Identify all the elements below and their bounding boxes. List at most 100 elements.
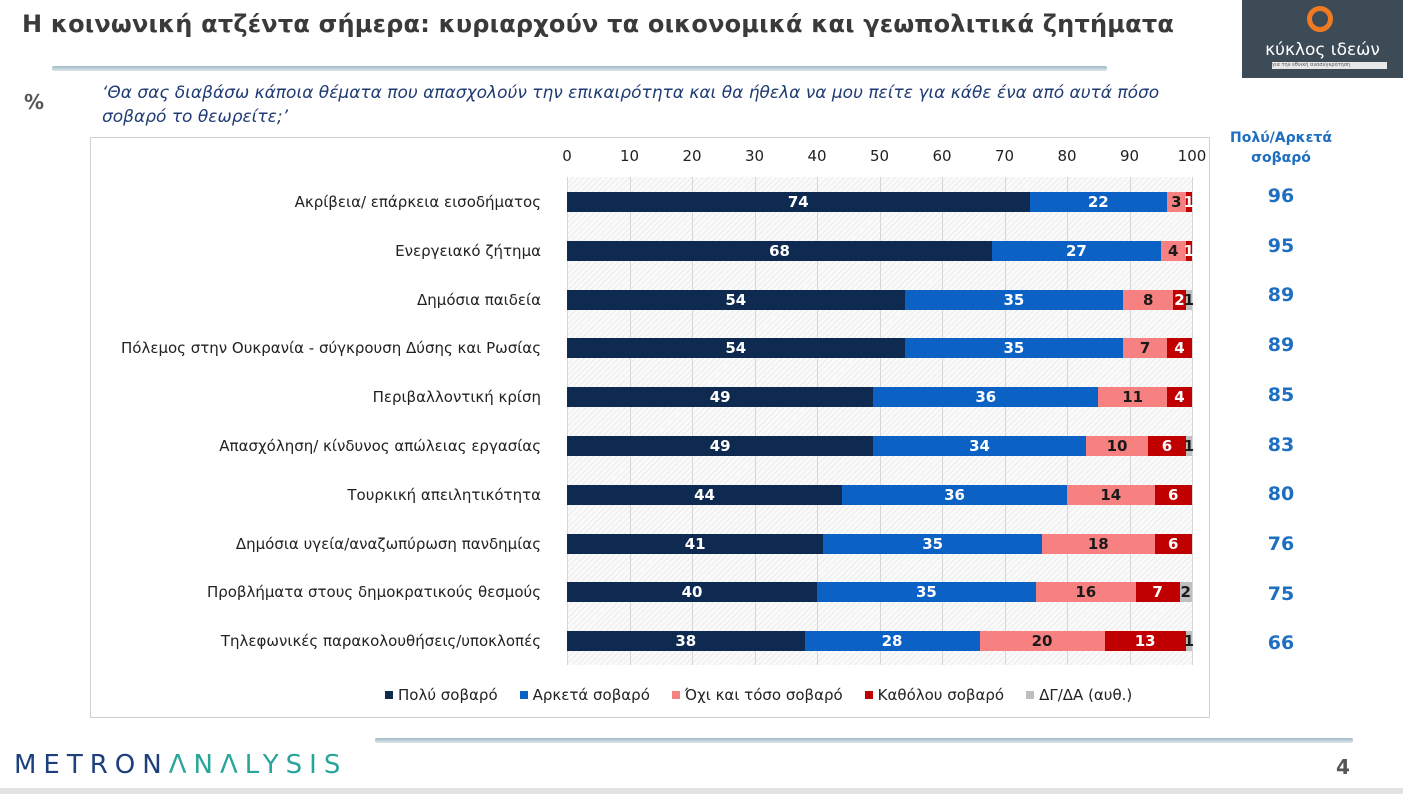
bar-segment: 35 — [817, 582, 1036, 603]
bar-segment: 16 — [1035, 582, 1136, 603]
bar-segment: 3 — [1167, 192, 1186, 212]
gridline — [754, 177, 756, 665]
gridline — [942, 177, 943, 665]
total-serious-value: 89 — [1267, 284, 1295, 307]
bar-segment: 49 — [567, 387, 874, 408]
bar-segment: 36 — [842, 484, 1067, 505]
bar-segment: 41 — [567, 533, 824, 554]
bar-segment: 34 — [873, 436, 1086, 456]
bar-segment: 1 — [1183, 240, 1195, 261]
category-label: Δημόσια υγεία/αναζωπύρωση πανδημίας — [235, 534, 541, 553]
legend-label: Πολύ σοβαρό — [398, 686, 498, 704]
page-title: Η κοινωνική ατζέντα σήμερα: κυριαρχούν τ… — [22, 10, 1175, 38]
gridline — [1067, 177, 1068, 665]
unit-label: % — [24, 90, 45, 114]
x-tick-label: 0 — [562, 147, 572, 165]
legend-swatch — [519, 691, 528, 699]
gridline — [879, 177, 881, 665]
bar-segment: 35 — [904, 338, 1124, 359]
bar-segment: 1 — [1183, 631, 1195, 652]
footer-divider — [375, 738, 1353, 743]
gridline — [817, 177, 818, 665]
bar-segment: 13 — [1104, 631, 1186, 652]
logo-ring-icon — [1307, 6, 1333, 32]
bar-segment: 38 — [567, 631, 805, 652]
bar-segment: 1 — [1183, 289, 1195, 310]
gridline — [1192, 177, 1193, 665]
legend-item: Καθόλου σοβαρό — [864, 686, 1005, 704]
bar-segment: 49 — [567, 436, 874, 456]
bar-segment: 36 — [873, 387, 1099, 408]
bar-segment: 27 — [992, 240, 1161, 261]
page-number: 4 — [1336, 755, 1350, 779]
bar-segment: 14 — [1067, 484, 1155, 505]
category-label: Ενεργειακό ζήτημα — [395, 241, 541, 260]
x-tick-label: 20 — [682, 147, 702, 165]
x-tick-label: 70 — [994, 147, 1015, 165]
bar-segment: 54 — [567, 289, 905, 310]
legend-label: Καθόλου σοβαρό — [877, 686, 1005, 704]
legend-label: Αρκετά σοβαρό — [532, 686, 650, 704]
x-tick-label: 100 — [1177, 147, 1207, 165]
bar-segment: 4 — [1167, 338, 1192, 359]
category-label: Τηλεφωνικές παρακολουθήσεις/υποκλοπές — [220, 632, 541, 651]
bar-segment: 7 — [1123, 338, 1167, 359]
bar-segment: 4 — [1167, 387, 1192, 408]
bar-segment: 1 — [1183, 436, 1195, 456]
category-label: Προβλήματα στους δημοκρατικούς θεσμούς — [206, 583, 541, 602]
logo-subtext: για την εθνική ανασυγκρότηση — [1272, 62, 1387, 69]
category-label: Δημόσια παιδεία — [417, 290, 541, 309]
bar-segment: 35 — [823, 533, 1042, 554]
legend-swatch — [864, 691, 873, 699]
bar-segment: 68 — [567, 240, 992, 261]
category-label: Περιβαλλοντική κρίση — [372, 388, 541, 407]
category-label: Τουρκική απειλητικότητα — [347, 485, 541, 504]
bar-segment: 44 — [567, 484, 842, 505]
category-label: Απασχόληση/ κίνδυνος απώλειας εργασίας — [219, 437, 541, 455]
bar-segment: 22 — [1029, 192, 1167, 212]
bottom-bar — [0, 788, 1403, 794]
total-serious-value: 80 — [1267, 483, 1295, 506]
brand-part2: ΛNΛLYSIS — [168, 750, 348, 780]
total-serious-value: 83 — [1267, 433, 1295, 456]
bar-segment: 7 — [1135, 582, 1180, 603]
legend-label: ΔΓ/ΔΑ (αυθ.) — [1039, 686, 1133, 704]
chart-frame — [90, 137, 1210, 718]
x-tick-label: 90 — [1119, 147, 1140, 165]
bar-segment: 18 — [1042, 533, 1155, 554]
bar-segment: 74 — [567, 192, 1030, 212]
legend-item: Όχι και τόσο σοβαρό — [671, 686, 843, 704]
legend-swatch — [385, 691, 393, 699]
category-label: Ακρίβεια/ επάρκεια εισοδήματος — [294, 193, 541, 211]
bar-segment: 2 — [1173, 289, 1186, 310]
gridline — [567, 177, 568, 665]
legend-swatch — [1026, 691, 1035, 699]
title-divider — [52, 66, 1107, 71]
total-serious-value: 75 — [1267, 582, 1295, 605]
bar-segment: 6 — [1148, 436, 1186, 456]
gridline — [1129, 177, 1131, 665]
brand-part1: METRON — [14, 750, 169, 780]
total-serious-value: 89 — [1267, 334, 1295, 357]
legend-item: ΔΓ/ΔΑ (αυθ.) — [1026, 686, 1132, 704]
bar-segment: 6 — [1154, 484, 1192, 505]
right-column-header: Πολύ/Αρκετά σοβαρό — [1230, 130, 1332, 166]
gridline — [629, 177, 631, 665]
bar-segment: 6 — [1154, 533, 1192, 554]
x-tick-label: 40 — [807, 147, 827, 165]
bar-segment: 28 — [804, 631, 980, 652]
total-serious-value: 85 — [1267, 383, 1295, 406]
chart-legend: Πολύ σοβαρό Αρκετά σοβαρό Όχι και τόσο σοβ… — [385, 686, 1132, 704]
bar-segment: 10 — [1085, 436, 1149, 456]
legend-swatch — [671, 691, 680, 699]
bar-segment: 54 — [567, 338, 905, 359]
gridline — [692, 177, 693, 665]
x-tick-label: 30 — [744, 147, 765, 165]
bar-segment: 2 — [1179, 582, 1192, 603]
bar-segment: 1 — [1183, 192, 1195, 212]
bar-segment: 8 — [1123, 289, 1174, 310]
bar-segment: 40 — [567, 582, 817, 603]
bar-segment: 35 — [904, 289, 1124, 310]
bar-segment: 11 — [1098, 387, 1167, 408]
x-tick-label: 50 — [869, 147, 890, 165]
